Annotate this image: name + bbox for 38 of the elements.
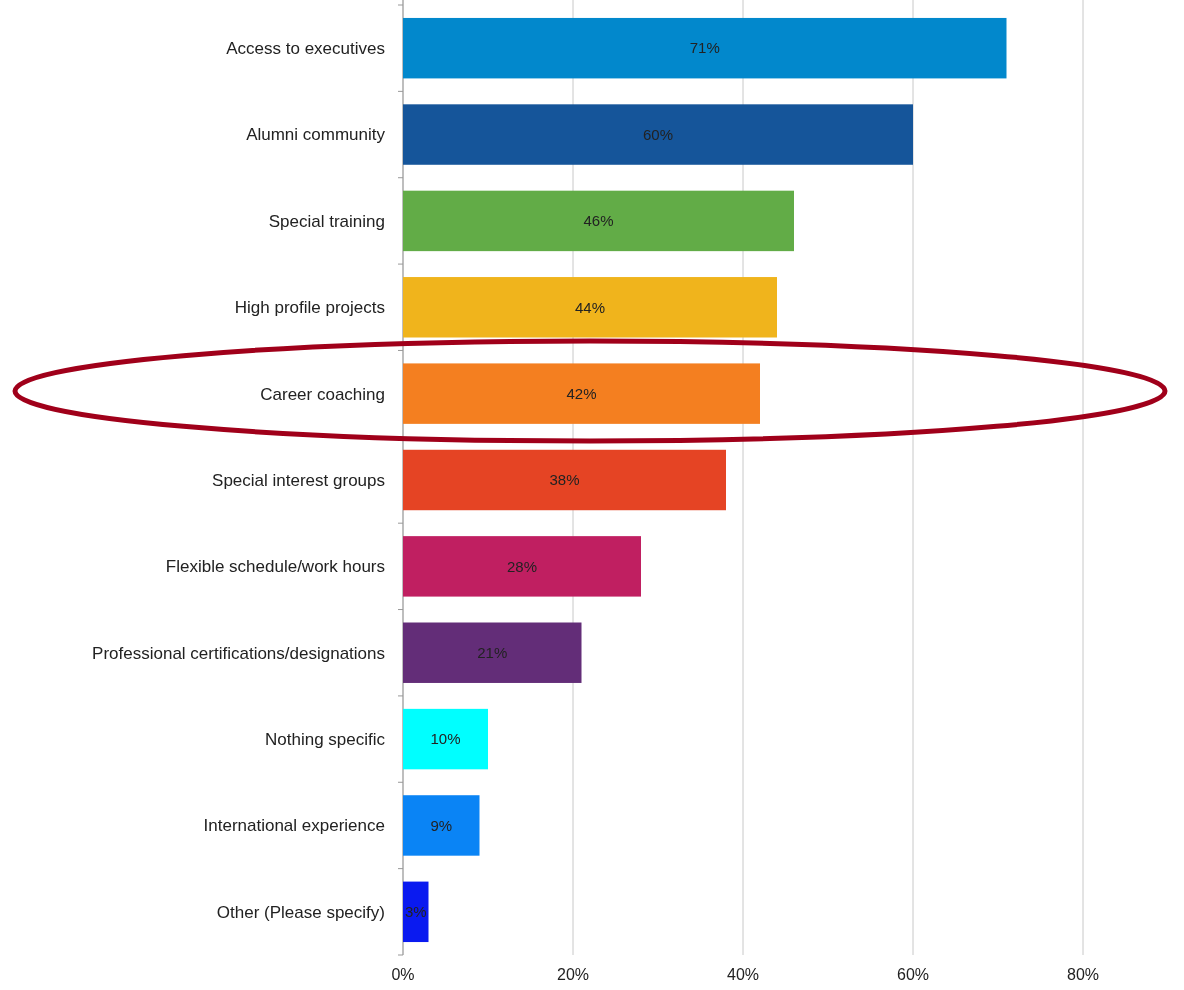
y-tick-label: Access to executives <box>226 39 385 59</box>
bar <box>403 536 641 597</box>
x-tick-label: 80% <box>1066 966 1100 983</box>
y-tick-label: Professional certifications/designations <box>92 643 385 663</box>
bar <box>403 881 429 943</box>
data-label: 10% <box>430 730 461 748</box>
data-label: 3% <box>404 903 427 921</box>
y-tick-label: Other (Please specify) <box>216 902 385 922</box>
y-tick-label: International experience <box>203 816 385 836</box>
data-label: 60% <box>642 125 674 143</box>
bar <box>403 449 726 511</box>
y-tick-label: Special interest groups <box>212 470 385 490</box>
data-label: 44% <box>574 298 606 316</box>
y-tick-label: Alumni community <box>246 125 386 145</box>
data-label: 46% <box>583 212 614 230</box>
y-tick-label: Nothing specific <box>264 730 386 750</box>
bar <box>403 363 760 424</box>
x-tick-label: 60% <box>896 966 930 983</box>
x-tick-label: 20% <box>556 966 590 983</box>
y-tick-label: Flexible schedule/work hours <box>165 557 385 577</box>
bar <box>403 190 794 252</box>
data-label: 71% <box>689 39 720 57</box>
data-label: 28% <box>506 557 538 575</box>
y-tick-label: Special training <box>268 211 385 231</box>
bar <box>403 277 777 338</box>
bar <box>403 17 1007 79</box>
y-tick-label: Career coaching <box>260 384 385 404</box>
data-label: 9% <box>430 816 453 834</box>
bar <box>403 795 480 856</box>
bar <box>403 622 582 683</box>
data-label: 21% <box>477 643 508 661</box>
data-label: 38% <box>549 471 580 489</box>
x-tick-label: 40% <box>726 966 760 983</box>
bar <box>403 104 913 165</box>
x-tick-label: 0% <box>391 966 415 983</box>
y-tick-label: High profile projects <box>234 298 385 318</box>
data-label: 42% <box>566 384 597 402</box>
bar <box>403 708 488 770</box>
